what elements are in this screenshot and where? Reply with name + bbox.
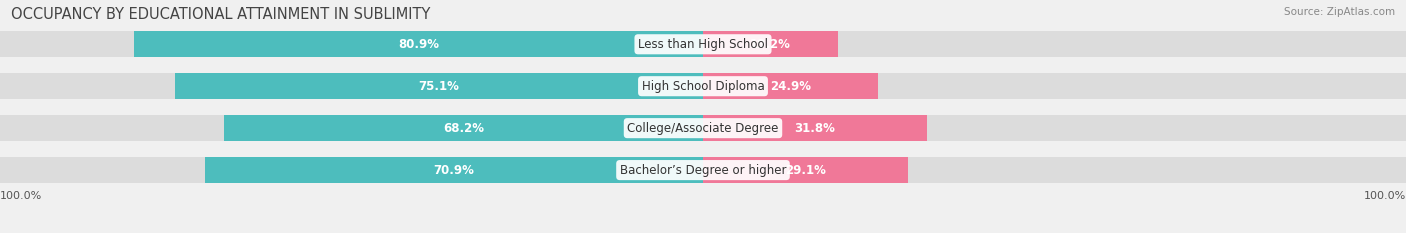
Text: 75.1%: 75.1%: [419, 80, 460, 93]
Bar: [703, 31, 838, 57]
Text: 100.0%: 100.0%: [1364, 191, 1406, 201]
Text: 70.9%: 70.9%: [433, 164, 474, 177]
Text: 24.9%: 24.9%: [770, 80, 811, 93]
Text: 68.2%: 68.2%: [443, 122, 484, 135]
Bar: [703, 157, 908, 183]
Bar: [0, 73, 1406, 99]
Text: Less than High School: Less than High School: [638, 38, 768, 51]
Bar: [176, 73, 703, 99]
Text: 31.8%: 31.8%: [794, 122, 835, 135]
Bar: [224, 115, 703, 141]
Bar: [703, 115, 927, 141]
Text: 29.1%: 29.1%: [785, 164, 825, 177]
Bar: [0, 115, 1406, 141]
Bar: [134, 31, 703, 57]
Bar: [204, 157, 703, 183]
Bar: [703, 73, 877, 99]
Text: Source: ZipAtlas.com: Source: ZipAtlas.com: [1284, 7, 1395, 17]
Bar: [0, 31, 1406, 57]
Bar: [0, 157, 1406, 183]
Text: 100.0%: 100.0%: [0, 191, 42, 201]
Text: 19.2%: 19.2%: [749, 38, 792, 51]
Text: High School Diploma: High School Diploma: [641, 80, 765, 93]
Text: 80.9%: 80.9%: [398, 38, 439, 51]
Text: College/Associate Degree: College/Associate Degree: [627, 122, 779, 135]
Text: OCCUPANCY BY EDUCATIONAL ATTAINMENT IN SUBLIMITY: OCCUPANCY BY EDUCATIONAL ATTAINMENT IN S…: [11, 7, 430, 22]
Text: Bachelor’s Degree or higher: Bachelor’s Degree or higher: [620, 164, 786, 177]
